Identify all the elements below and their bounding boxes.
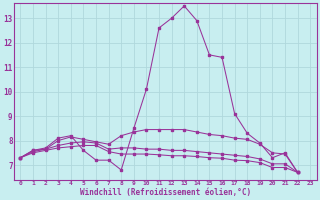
X-axis label: Windchill (Refroidissement éolien,°C): Windchill (Refroidissement éolien,°C) — [80, 188, 251, 197]
